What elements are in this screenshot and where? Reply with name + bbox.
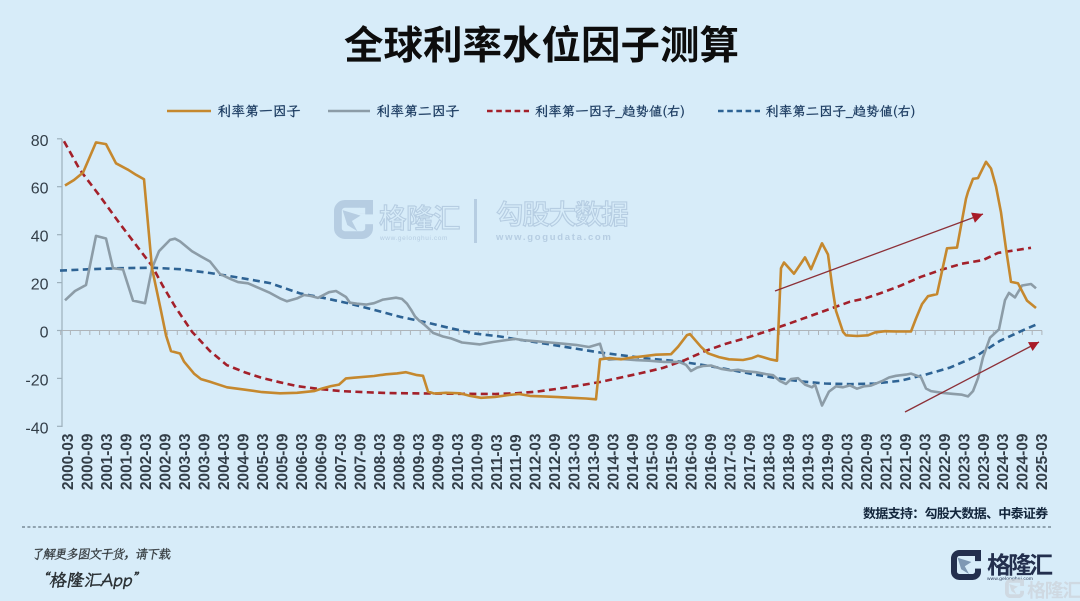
svg-text:2010-09: 2010-09 bbox=[469, 434, 486, 490]
svg-text:40: 40 bbox=[31, 229, 49, 246]
svg-text:2019-03: 2019-03 bbox=[800, 434, 817, 490]
svg-text:www.gelonghui.com: www.gelonghui.com bbox=[987, 576, 1033, 582]
svg-text:2000-03: 2000-03 bbox=[60, 434, 77, 490]
svg-text:2023-09: 2023-09 bbox=[976, 434, 993, 490]
svg-text:2018-09: 2018-09 bbox=[781, 434, 798, 490]
svg-text:2001-03: 2001-03 bbox=[99, 434, 116, 490]
svg-text:2013-03: 2013-03 bbox=[567, 434, 584, 490]
svg-text:2011-03: 2011-03 bbox=[489, 434, 506, 490]
svg-text:2017-03: 2017-03 bbox=[723, 434, 740, 490]
svg-text:60: 60 bbox=[31, 181, 49, 198]
svg-text:2025-03: 2025-03 bbox=[1034, 434, 1051, 490]
svg-text:2019-09: 2019-09 bbox=[820, 434, 837, 490]
svg-text:2004-03: 2004-03 bbox=[216, 434, 233, 490]
svg-text:20: 20 bbox=[31, 277, 49, 294]
svg-text:2016-03: 2016-03 bbox=[684, 434, 701, 490]
svg-text:2008-03: 2008-03 bbox=[372, 434, 389, 490]
svg-text:2018-03: 2018-03 bbox=[762, 434, 779, 490]
svg-text:2020-03: 2020-03 bbox=[839, 434, 856, 490]
svg-text:2021-03: 2021-03 bbox=[878, 434, 895, 490]
svg-text:2016-09: 2016-09 bbox=[703, 434, 720, 490]
svg-text:2005-03: 2005-03 bbox=[255, 434, 272, 490]
svg-text:2022-09: 2022-09 bbox=[937, 434, 954, 490]
svg-text:2015-09: 2015-09 bbox=[664, 434, 681, 490]
svg-text:2007-09: 2007-09 bbox=[352, 434, 369, 490]
svg-text:2009-09: 2009-09 bbox=[430, 434, 447, 490]
svg-text:0: 0 bbox=[40, 325, 49, 342]
svg-text:www.gogudata.com: www.gogudata.com bbox=[495, 232, 613, 243]
svg-text:2021-09: 2021-09 bbox=[898, 434, 915, 490]
svg-text:2012-03: 2012-03 bbox=[528, 434, 545, 490]
svg-text:2024-09: 2024-09 bbox=[1015, 434, 1032, 490]
svg-text:80: 80 bbox=[31, 133, 49, 150]
svg-text:2013-09: 2013-09 bbox=[586, 434, 603, 490]
svg-text:2002-03: 2002-03 bbox=[138, 434, 155, 490]
svg-text:2015-03: 2015-03 bbox=[645, 434, 662, 490]
svg-text:2004-09: 2004-09 bbox=[236, 434, 253, 490]
svg-text:2008-09: 2008-09 bbox=[391, 434, 408, 490]
svg-text:2006-09: 2006-09 bbox=[313, 434, 330, 490]
svg-text:2014-09: 2014-09 bbox=[625, 434, 642, 490]
svg-text:2001-09: 2001-09 bbox=[119, 434, 136, 490]
svg-text:2010-03: 2010-03 bbox=[450, 434, 467, 490]
svg-text:2024-03: 2024-03 bbox=[995, 434, 1012, 490]
svg-text:-40: -40 bbox=[25, 420, 48, 437]
svg-text:2022-03: 2022-03 bbox=[917, 434, 934, 490]
svg-text:2000-09: 2000-09 bbox=[80, 434, 97, 490]
svg-text:2020-09: 2020-09 bbox=[859, 434, 876, 490]
svg-text:2017-09: 2017-09 bbox=[742, 434, 759, 490]
svg-text:2009-03: 2009-03 bbox=[411, 434, 428, 490]
svg-text:2005-09: 2005-09 bbox=[275, 434, 292, 490]
svg-text:2003-03: 2003-03 bbox=[177, 434, 194, 490]
svg-text:2012-09: 2012-09 bbox=[547, 434, 564, 490]
svg-text:www.gelonghui.com: www.gelonghui.com bbox=[379, 235, 448, 242]
svg-text:2023-03: 2023-03 bbox=[956, 434, 973, 490]
svg-text:2006-03: 2006-03 bbox=[294, 434, 311, 490]
svg-text:2003-09: 2003-09 bbox=[197, 434, 214, 490]
svg-text:2007-03: 2007-03 bbox=[333, 434, 350, 490]
svg-text:2002-09: 2002-09 bbox=[158, 434, 175, 490]
svg-text:-20: -20 bbox=[25, 372, 48, 389]
svg-text:2011-09: 2011-09 bbox=[508, 434, 525, 490]
svg-text:2014-03: 2014-03 bbox=[606, 434, 623, 490]
